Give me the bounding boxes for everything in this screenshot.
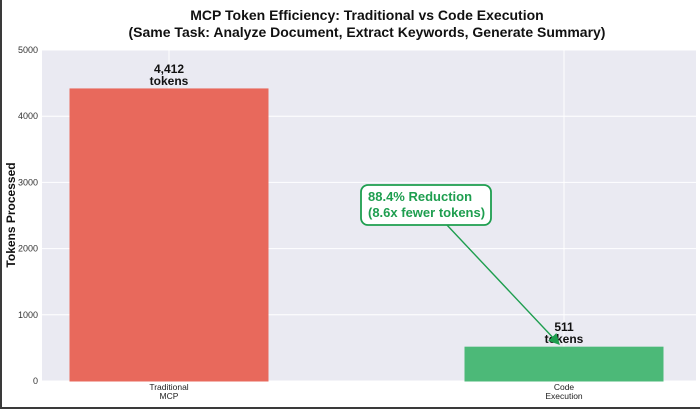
bars: [69, 88, 664, 382]
category-label-line-1: Code: [554, 382, 575, 392]
y-tick-label: 1000: [18, 310, 38, 320]
data-label-value: 4,412: [154, 62, 184, 76]
y-tick-label: 0: [33, 376, 38, 386]
bar-code-execution: [464, 346, 664, 382]
data-label-value: 511: [554, 320, 574, 334]
data-label-unit: tokens: [150, 74, 189, 88]
category-label-line-2: Execution: [545, 391, 583, 401]
y-tick-label: 3000: [18, 177, 38, 187]
annotation-line-2: (8.6x fewer tokens): [368, 205, 485, 220]
chart-subtitle: (Same Task: Analyze Document, Extract Ke…: [129, 24, 606, 40]
y-axis-label: Tokens Processed: [4, 162, 18, 267]
y-axis-ticks: 0 1000 2000 3000 4000 5000: [18, 45, 38, 386]
category-label-line-1: Traditional: [149, 382, 188, 392]
chart-title: MCP Token Efficiency: Traditional vs Cod…: [190, 7, 543, 23]
category-label-line-2: MCP: [160, 391, 179, 401]
y-tick-label: 4000: [18, 111, 38, 121]
y-tick-label: 5000: [18, 45, 38, 55]
y-tick-label: 2000: [18, 244, 38, 254]
annotation-box: [360, 184, 492, 226]
annotation-line-1: 88.4% Reduction: [368, 189, 472, 204]
annotation-arrow: [445, 223, 560, 346]
bar-traditional-mcp: [69, 88, 269, 382]
